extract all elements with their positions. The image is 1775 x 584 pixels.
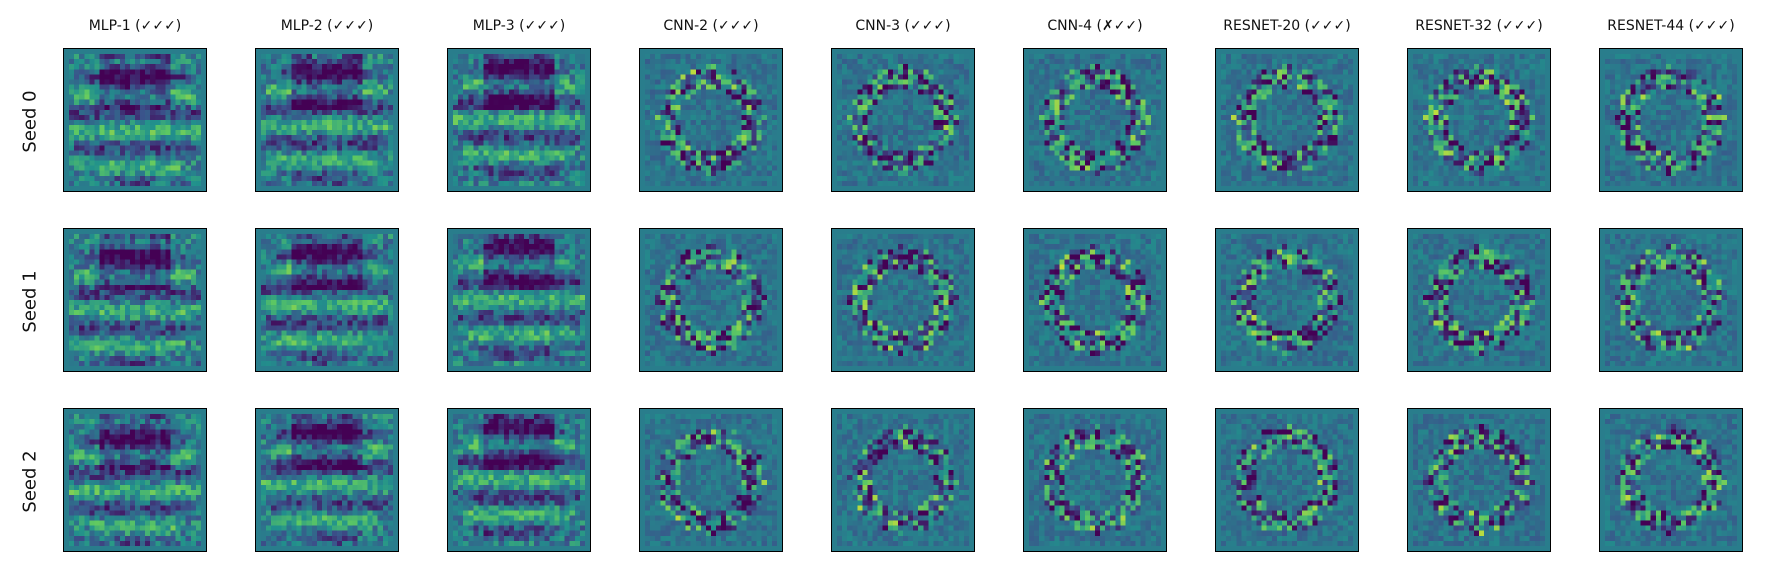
heatmap-panel — [447, 228, 591, 372]
heatmap-panel — [1215, 228, 1359, 372]
heatmap-panel — [447, 48, 591, 192]
heatmap-panel — [1407, 408, 1551, 552]
column-title: CNN-3 (✓✓✓) — [808, 18, 998, 34]
column-title: MLP-2 (✓✓✓) — [232, 18, 422, 34]
heatmap-panel — [255, 228, 399, 372]
heatmap-panel — [1407, 228, 1551, 372]
heatmap-panel — [1215, 48, 1359, 192]
heatmap-panel — [1023, 228, 1167, 372]
heatmap-panel — [1599, 408, 1743, 552]
heatmap-panel — [1599, 228, 1743, 372]
heatmap-panel — [639, 408, 783, 552]
heatmap-panel — [831, 408, 975, 552]
heatmap-panel — [1023, 408, 1167, 552]
heatmap-panel — [639, 228, 783, 372]
heatmap-panel — [831, 228, 975, 372]
heatmap-panel — [1599, 48, 1743, 192]
heatmap-panel — [255, 408, 399, 552]
heatmap-panel — [639, 48, 783, 192]
row-label: Seed 0 — [6, 48, 54, 194]
row-label-text: Seed 2 — [20, 450, 41, 512]
heatmap-panel — [831, 48, 975, 192]
column-title: MLP-1 (✓✓✓) — [40, 18, 230, 34]
column-title: RESNET-20 (✓✓✓) — [1192, 18, 1382, 34]
heatmap-panel — [1215, 408, 1359, 552]
row-label: Seed 1 — [6, 228, 54, 374]
heatmap-panel — [63, 48, 207, 192]
heatmap-panel — [1023, 48, 1167, 192]
column-title: CNN-4 (✗✓✓) — [1000, 18, 1190, 34]
column-title: RESNET-44 (✓✓✓) — [1576, 18, 1766, 34]
heatmap-panel — [63, 408, 207, 552]
column-title: CNN-2 (✓✓✓) — [616, 18, 806, 34]
row-label-text: Seed 1 — [20, 270, 41, 332]
heatmap-panel — [63, 228, 207, 372]
heatmap-panel — [447, 408, 591, 552]
column-title: RESNET-32 (✓✓✓) — [1384, 18, 1574, 34]
row-label: Seed 2 — [6, 408, 54, 554]
column-title: MLP-3 (✓✓✓) — [424, 18, 614, 34]
heatmap-panel — [1407, 48, 1551, 192]
heatmap-panel — [255, 48, 399, 192]
row-label-text: Seed 0 — [20, 90, 41, 152]
